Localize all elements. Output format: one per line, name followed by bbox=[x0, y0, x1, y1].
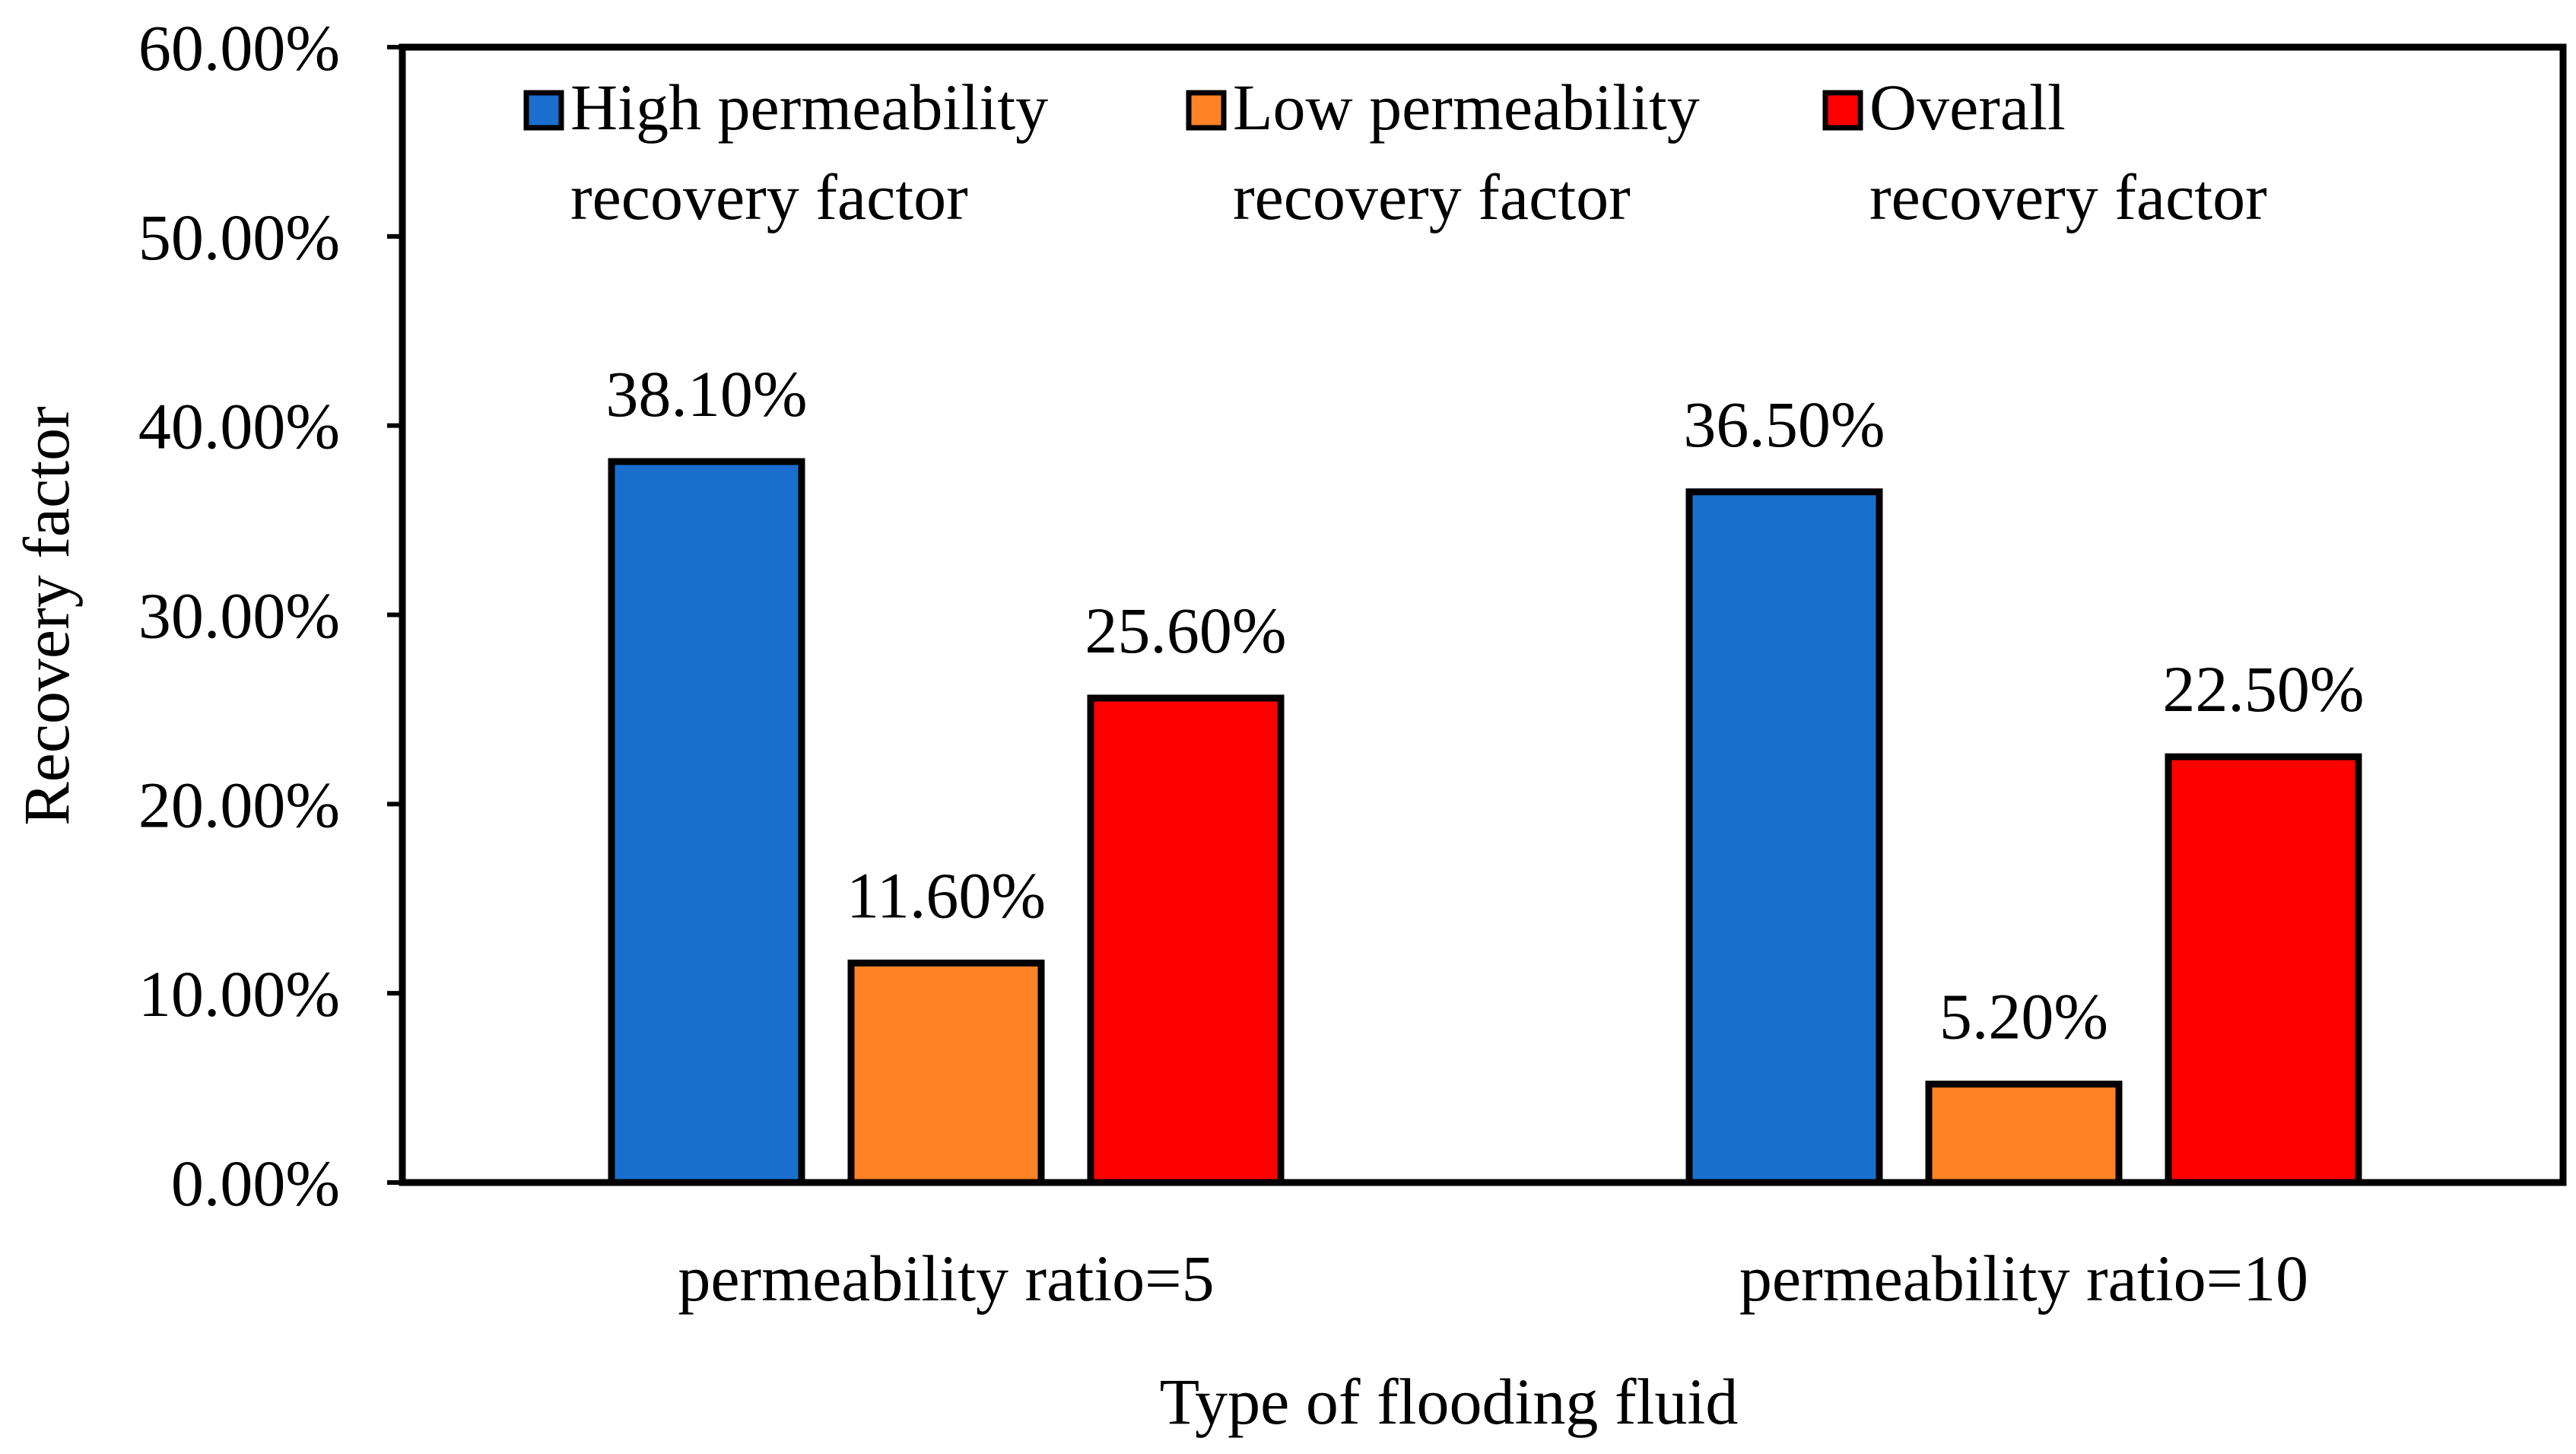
legend-label: recovery factor bbox=[1869, 160, 2267, 233]
legend-label: High permeability bbox=[570, 71, 1048, 144]
data-label: 22.50% bbox=[2162, 652, 2364, 725]
x-tick-label: permeability ratio=5 bbox=[678, 1242, 1214, 1315]
y-tick-label: 20.00% bbox=[138, 768, 340, 841]
data-labels: 38.10% 11.60% 25.60% 36.50% 5.20% 22.50% bbox=[605, 357, 2364, 1053]
data-label: 25.60% bbox=[1085, 594, 1286, 667]
data-label: 5.20% bbox=[1939, 980, 2108, 1053]
y-axis-title: Recovery factor bbox=[10, 406, 83, 826]
y-tick-label: 40.00% bbox=[138, 390, 340, 463]
legend-swatch bbox=[523, 90, 564, 131]
legend-swatch bbox=[1822, 90, 1863, 131]
legend: High permeability recovery factor Low perm… bbox=[523, 71, 2267, 233]
legend-swatch bbox=[1186, 90, 1227, 131]
legend-label: Low permeability bbox=[1233, 71, 1700, 144]
x-tick-label: permeability ratio=10 bbox=[1739, 1242, 2308, 1315]
legend-label: recovery factor bbox=[1233, 160, 1631, 233]
x-axis-title: Type of flooding fluid bbox=[1160, 1365, 1739, 1438]
bar bbox=[847, 959, 1045, 1186]
y-tick-label: 60.00% bbox=[138, 11, 340, 84]
y-axis-ticks: 0.00% 10.00% 20.00% 30.00% 40.00% 50.00% 60.00… bbox=[138, 11, 402, 1220]
bar bbox=[1925, 1081, 2123, 1186]
legend-label: recovery factor bbox=[570, 160, 968, 233]
y-tick-label: 10.00% bbox=[138, 957, 340, 1030]
data-label: 36.50% bbox=[1683, 388, 1885, 461]
y-tick-label: 30.00% bbox=[138, 579, 340, 652]
bar bbox=[608, 458, 805, 1186]
bar bbox=[1685, 488, 1883, 1186]
bar bbox=[2165, 753, 2362, 1186]
data-label: 11.60% bbox=[846, 859, 1046, 932]
y-tick-label: 0.00% bbox=[171, 1147, 340, 1220]
data-label: 38.10% bbox=[605, 357, 807, 430]
bar bbox=[1087, 694, 1285, 1186]
bars bbox=[608, 458, 2362, 1186]
y-tick-label: 50.00% bbox=[138, 201, 340, 274]
x-axis-tick-labels: permeability ratio=5 permeability ratio=1… bbox=[678, 1242, 2308, 1315]
legend-label: Overall bbox=[1869, 71, 2066, 144]
